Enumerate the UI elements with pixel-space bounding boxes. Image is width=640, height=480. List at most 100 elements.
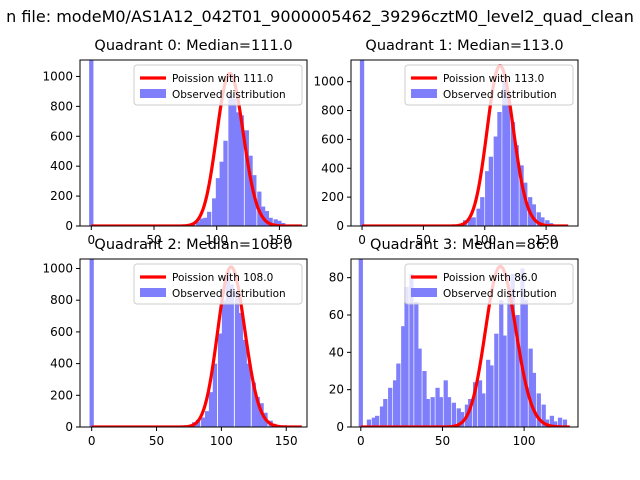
legend-line-label: Poission with 86.0: [443, 272, 538, 284]
y-tick-label: 0: [336, 420, 344, 434]
histogram-bar: [486, 359, 491, 427]
legend-box: [404, 64, 574, 106]
poisson-curve: [90, 71, 303, 226]
x-tick-label: 0: [88, 434, 96, 448]
y-tick-label: 200: [321, 190, 344, 204]
histogram-bar: [497, 111, 502, 226]
histogram-bar: [494, 333, 499, 427]
y-tick-label: 800: [50, 99, 73, 113]
y-tick-label: 0: [336, 219, 344, 233]
axes-frame: [79, 59, 308, 227]
histogram-bar: [545, 220, 550, 226]
x-tick-label: 150: [535, 233, 558, 247]
histogram-bar: [204, 411, 210, 427]
histogram-bar: [234, 292, 240, 427]
histogram-bar: [541, 404, 546, 427]
histogram-bar: [388, 387, 393, 427]
histogram-bar: [481, 393, 486, 427]
histogram-bar: [510, 273, 515, 427]
legend-box: [404, 263, 574, 305]
y-tick-label: 0: [65, 219, 73, 233]
histogram-bar: [476, 208, 481, 226]
histogram-bar: [523, 182, 528, 226]
legend-box: [133, 64, 303, 106]
histogram-bar: [507, 292, 512, 427]
y-tick-label: 800: [321, 104, 344, 118]
histogram-bar: [531, 372, 537, 427]
histogram-bar: [244, 130, 249, 226]
y-tick-label: 800: [50, 293, 73, 307]
histogram-bar: [359, 60, 365, 226]
histogram-bar: [514, 145, 519, 226]
histogram-bar: [549, 415, 554, 427]
histogram-bar: [502, 335, 507, 427]
histogram-bar: [468, 399, 473, 427]
x-tick-label: 150: [275, 434, 298, 448]
histogram-bar: [404, 287, 409, 427]
histogram-bar: [528, 348, 533, 427]
histogram-bar: [215, 178, 221, 226]
poisson-curve: [361, 64, 569, 226]
figure-suptitle: n file: modeM0/AS1A12_042T01_9000005462_…: [6, 7, 634, 27]
histogram-bar: [212, 363, 218, 427]
y-tick-label: 1000: [42, 262, 73, 276]
histogram-bar: [446, 397, 452, 427]
x-tick-label: 100: [205, 233, 228, 247]
subplot-title: Quadrant 2: Median=108.0: [94, 237, 292, 253]
histogram-bars: [358, 259, 568, 427]
histogram-bar: [246, 363, 251, 427]
y-tick-label: 400: [321, 161, 344, 175]
histogram-bar: [471, 217, 476, 226]
histogram-bar: [201, 417, 206, 427]
histogram-bar: [268, 217, 273, 226]
histogram-bar: [221, 300, 227, 427]
histogram-bar: [553, 421, 558, 427]
histogram-bar: [401, 326, 406, 427]
legend-bar-label: Observed distribution: [172, 288, 286, 300]
histogram-bar: [520, 268, 525, 427]
histogram-bar: [451, 402, 457, 427]
x-tick-label: 0: [87, 233, 95, 247]
legend-box: [133, 263, 303, 305]
histogram-bar: [480, 197, 485, 226]
histogram-bar: [502, 81, 507, 226]
histogram-bar: [358, 259, 363, 427]
histogram-bar: [219, 161, 224, 226]
histogram-bar: [229, 284, 234, 427]
histogram-bar: [540, 217, 545, 226]
axes-frame: [350, 258, 579, 428]
x-tick-label: 0: [357, 434, 365, 448]
histogram-bar: [195, 221, 201, 226]
histogram-bar: [207, 211, 212, 226]
legend-bar-swatch: [411, 288, 437, 297]
x-tick-label: 0: [358, 233, 366, 247]
axes-frame: [79, 258, 308, 428]
histogram-bar: [435, 387, 440, 427]
histogram-bar: [472, 382, 478, 427]
histogram-bar: [248, 155, 253, 226]
x-tick-label: 100: [513, 434, 536, 448]
y-tick-label: 600: [321, 132, 344, 146]
histogram-bar: [208, 392, 214, 427]
histogram-bar: [536, 212, 541, 226]
histogram-bar: [467, 218, 473, 226]
histogram-bar: [562, 419, 568, 427]
x-tick-label: 50: [416, 233, 431, 247]
y-tick-label: 600: [50, 129, 73, 143]
y-tick-label: 20: [329, 383, 344, 397]
x-tick-label: 100: [473, 233, 496, 247]
y-tick-label: 600: [50, 325, 73, 339]
poisson-curve: [91, 265, 303, 427]
histogram-bar: [195, 419, 201, 427]
histogram-bar: [456, 408, 461, 427]
histogram-bar: [488, 156, 494, 226]
histogram-bar: [519, 165, 524, 226]
legend-bar-swatch: [140, 89, 166, 98]
y-tick-label: 200: [50, 189, 73, 203]
y-tick-label: 0: [65, 420, 73, 434]
y-tick-label: 200: [50, 388, 73, 402]
legend: Poission with 108.0 Observed distribution: [133, 263, 303, 305]
histogram-bar: [277, 220, 282, 226]
legend: Poission with 111.0 Observed distribution: [133, 64, 303, 106]
legend-line-label: Poission with 111.0: [172, 73, 273, 85]
